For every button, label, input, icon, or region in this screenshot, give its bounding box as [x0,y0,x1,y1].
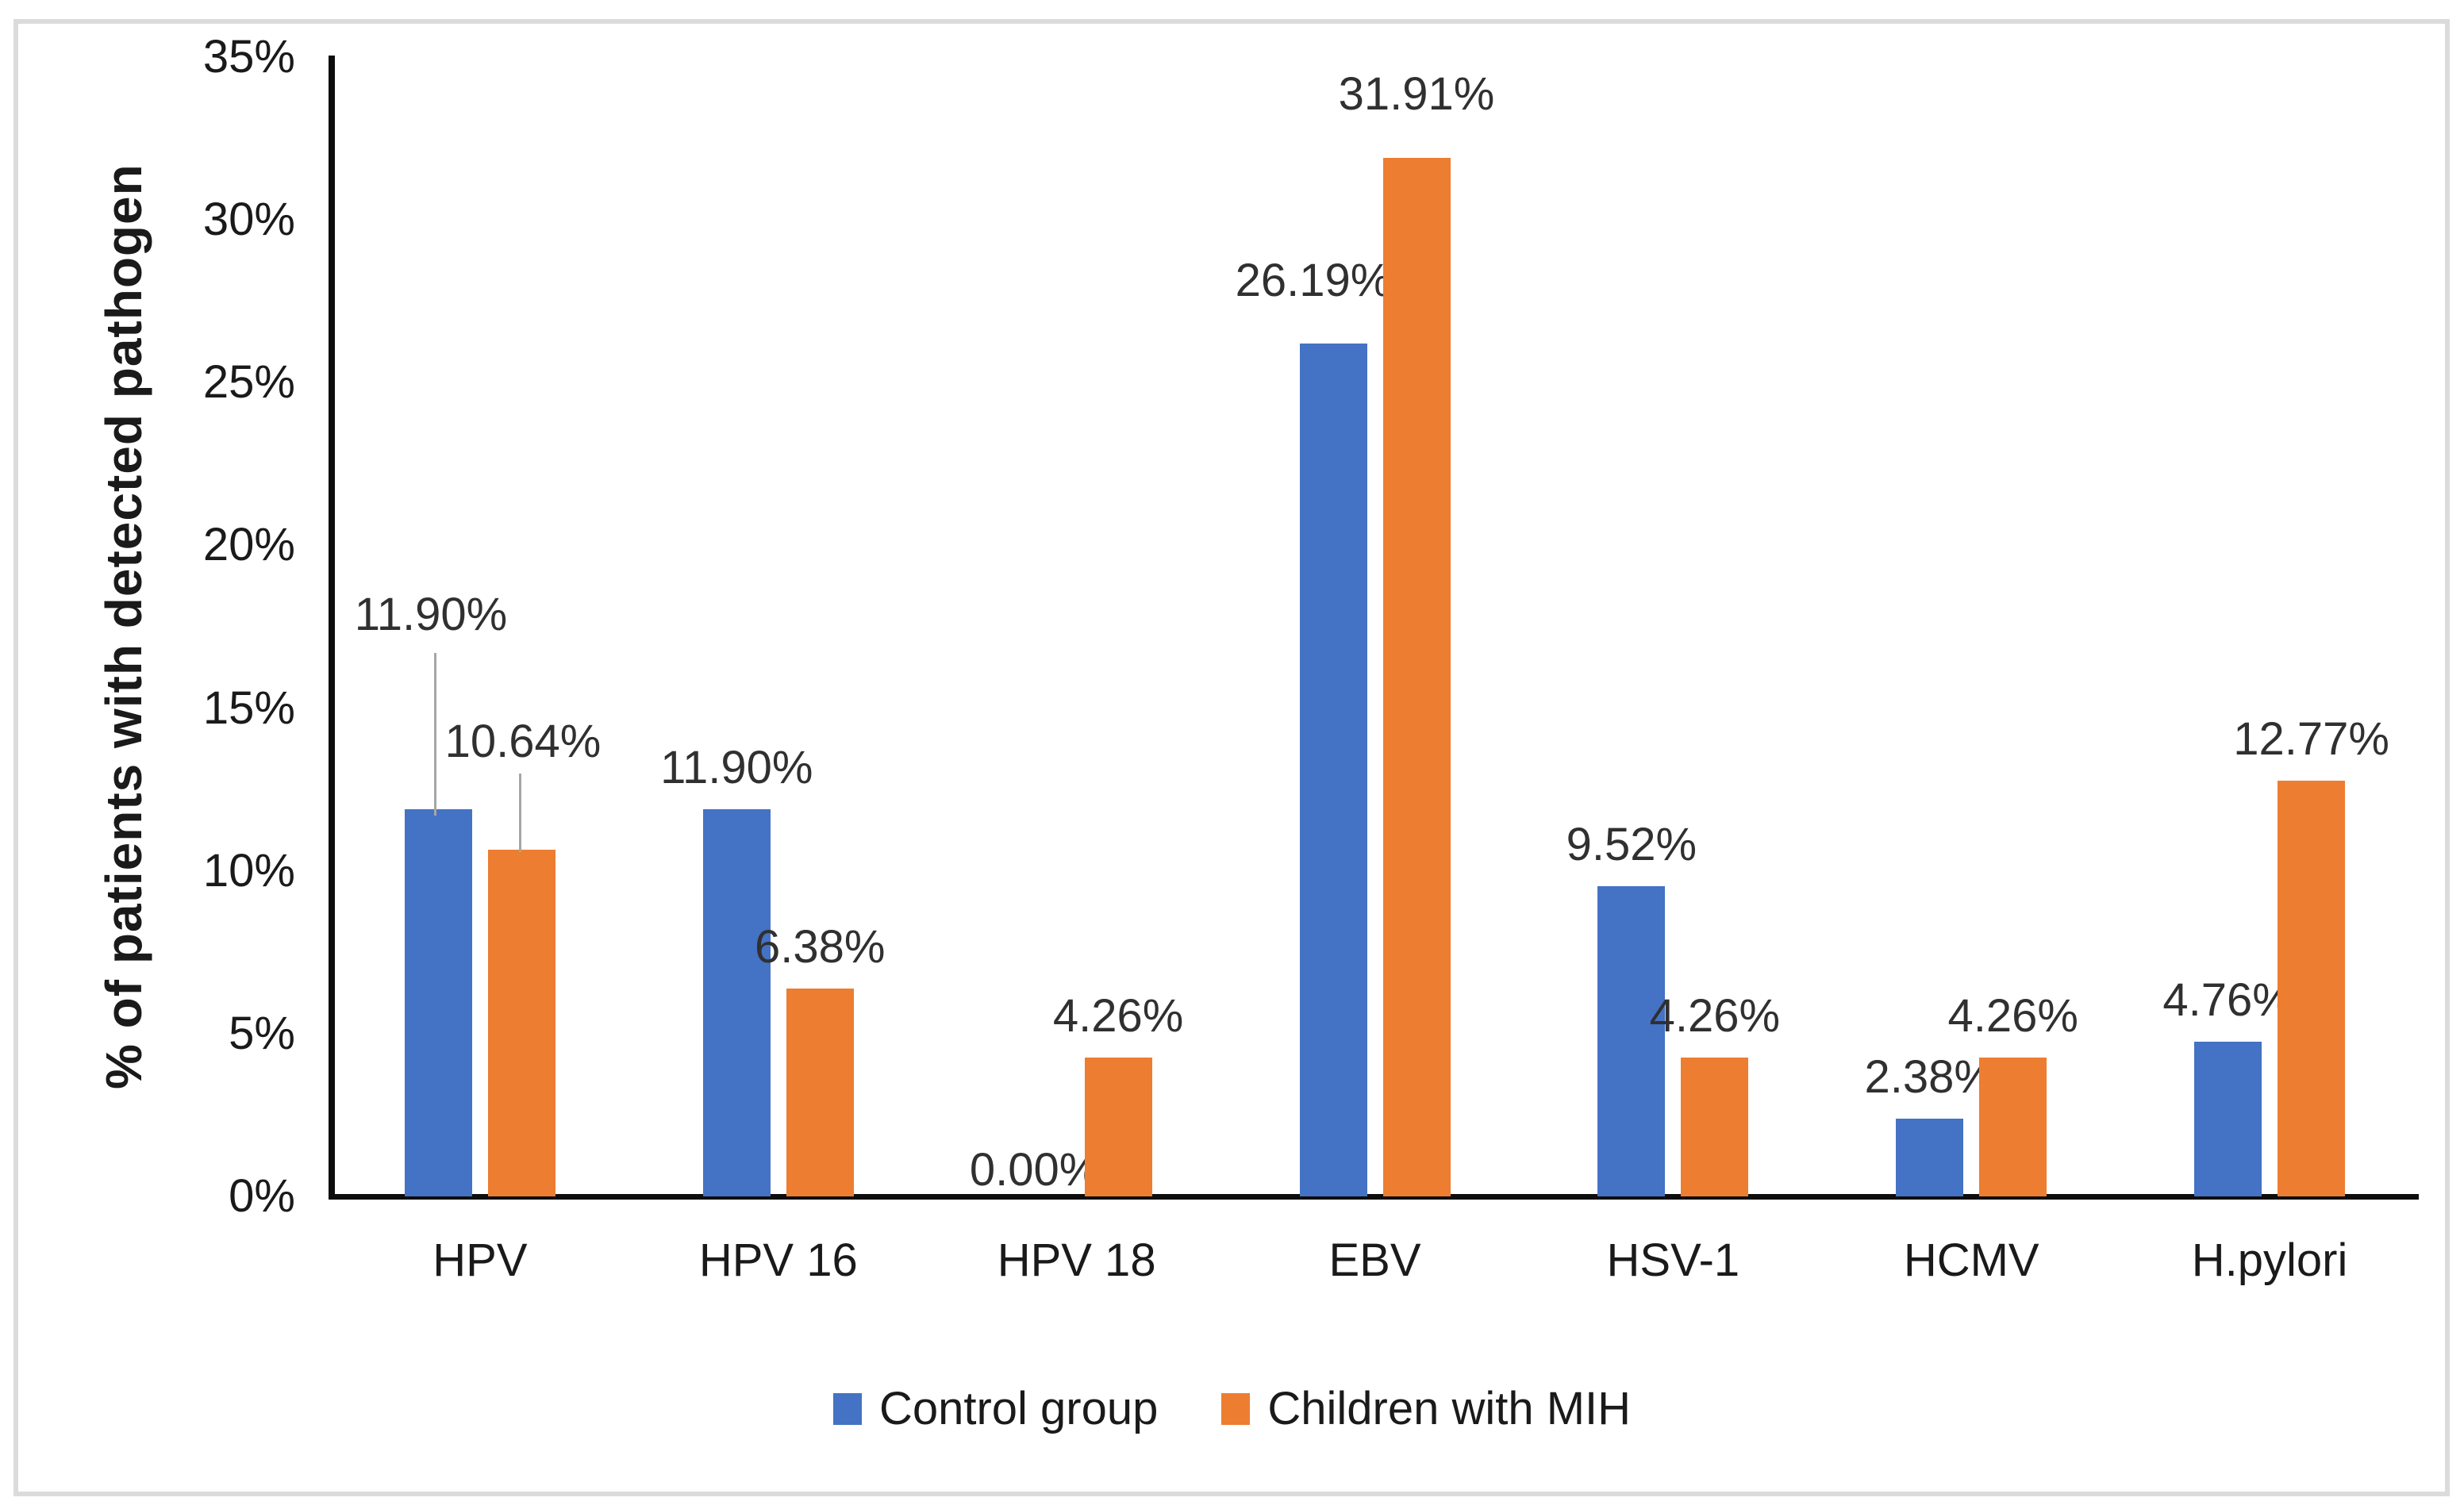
x-category-label-h-pylori: H.pylori [2191,1234,2348,1286]
legend: Control group Children with MIH [0,1380,2464,1438]
bar-control-group-h-pylori [2194,1041,2262,1196]
x-category-label-hcmv: HCMV [1903,1234,2039,1286]
bar-control-group-ebv [1299,344,1367,1196]
x-axis-line [329,1194,2419,1200]
data-label-children-with-mih-hsv-1: 4.26% [1649,990,1781,1042]
bar-children-with-mih-hpv [487,850,555,1196]
data-label-control-group-h-pylori: 4.76% [2162,973,2293,1026]
y-tick-label-20: 20% [202,519,295,571]
legend-swatch-control-group [832,1393,862,1425]
y-tick-label-25: 25% [202,356,295,409]
data-label-control-group-hcmv: 2.38% [1864,1051,1995,1104]
figure-frame [13,19,2450,1496]
data-label-control-group-hpv: 11.90% [354,589,508,640]
legend-label-control-group: Control group [878,1383,1159,1434]
bar-control-group-hsv-1 [1597,886,1666,1196]
bar-children-with-mih-h-pylori [2278,781,2346,1196]
bar-children-with-mih-hsv-1 [1681,1058,1749,1196]
bar-children-with-mih-hpv-18 [1084,1058,1152,1196]
data-label-children-with-mih-hcmv: 4.26% [1947,990,2078,1042]
x-category-label-hpv: HPV [432,1234,528,1286]
x-category-label-ebv: EBV [1328,1234,1421,1286]
data-label-control-group-hpv-18: 0.00% [969,1144,1101,1196]
leader-line-children-with-mih-hpv [518,774,521,852]
bar-control-group-hpv-16 [702,808,771,1196]
bar-children-with-mih-hpv-16 [786,989,854,1196]
y-tick-label-35: 35% [202,31,295,83]
data-label-children-with-mih-hpv-16: 6.38% [755,921,886,973]
data-label-control-group-hpv-16: 11.90% [660,741,813,793]
legend-label-children-with-mih: Children with MIH [1267,1383,1632,1434]
leader-line-control-group-hpv [433,653,436,816]
data-label-children-with-mih-h-pylori: 12.77% [2233,713,2389,766]
bar-control-group-hcmv [1896,1119,1964,1196]
legend-swatch-children-with-mih [1221,1393,1251,1425]
y-tick-label-15: 15% [202,682,295,734]
data-label-control-group-hsv-1: 9.52% [1566,819,1697,871]
data-label-children-with-mih-hpv-18: 4.26% [1052,990,1184,1042]
y-tick-label-30: 30% [202,194,295,246]
bar-control-group-hpv [404,808,472,1196]
bar-children-with-mih-ebv [1382,157,1451,1196]
data-label-children-with-mih-ebv: 31.91% [1338,67,1495,120]
y-axis-line [329,56,335,1200]
y-tick-label-0: 0% [229,1170,295,1222]
y-tick-label-5: 5% [229,1007,295,1059]
legend-item-control-group: Control group [832,1383,1159,1435]
legend-item-children-with-mih: Children with MIH [1221,1383,1631,1435]
x-category-label-hsv-1: HSV-1 [1606,1234,1740,1286]
data-label-control-group-ebv: 26.19% [1235,255,1392,307]
y-tick-label-10: 10% [202,844,295,897]
x-category-label-hpv-16: HPV 16 [698,1234,858,1286]
x-category-label-hpv-18: HPV 18 [997,1234,1156,1286]
data-label-children-with-mih-hpv: 10.64% [444,716,602,767]
bar-children-with-mih-hcmv [1979,1058,2047,1196]
